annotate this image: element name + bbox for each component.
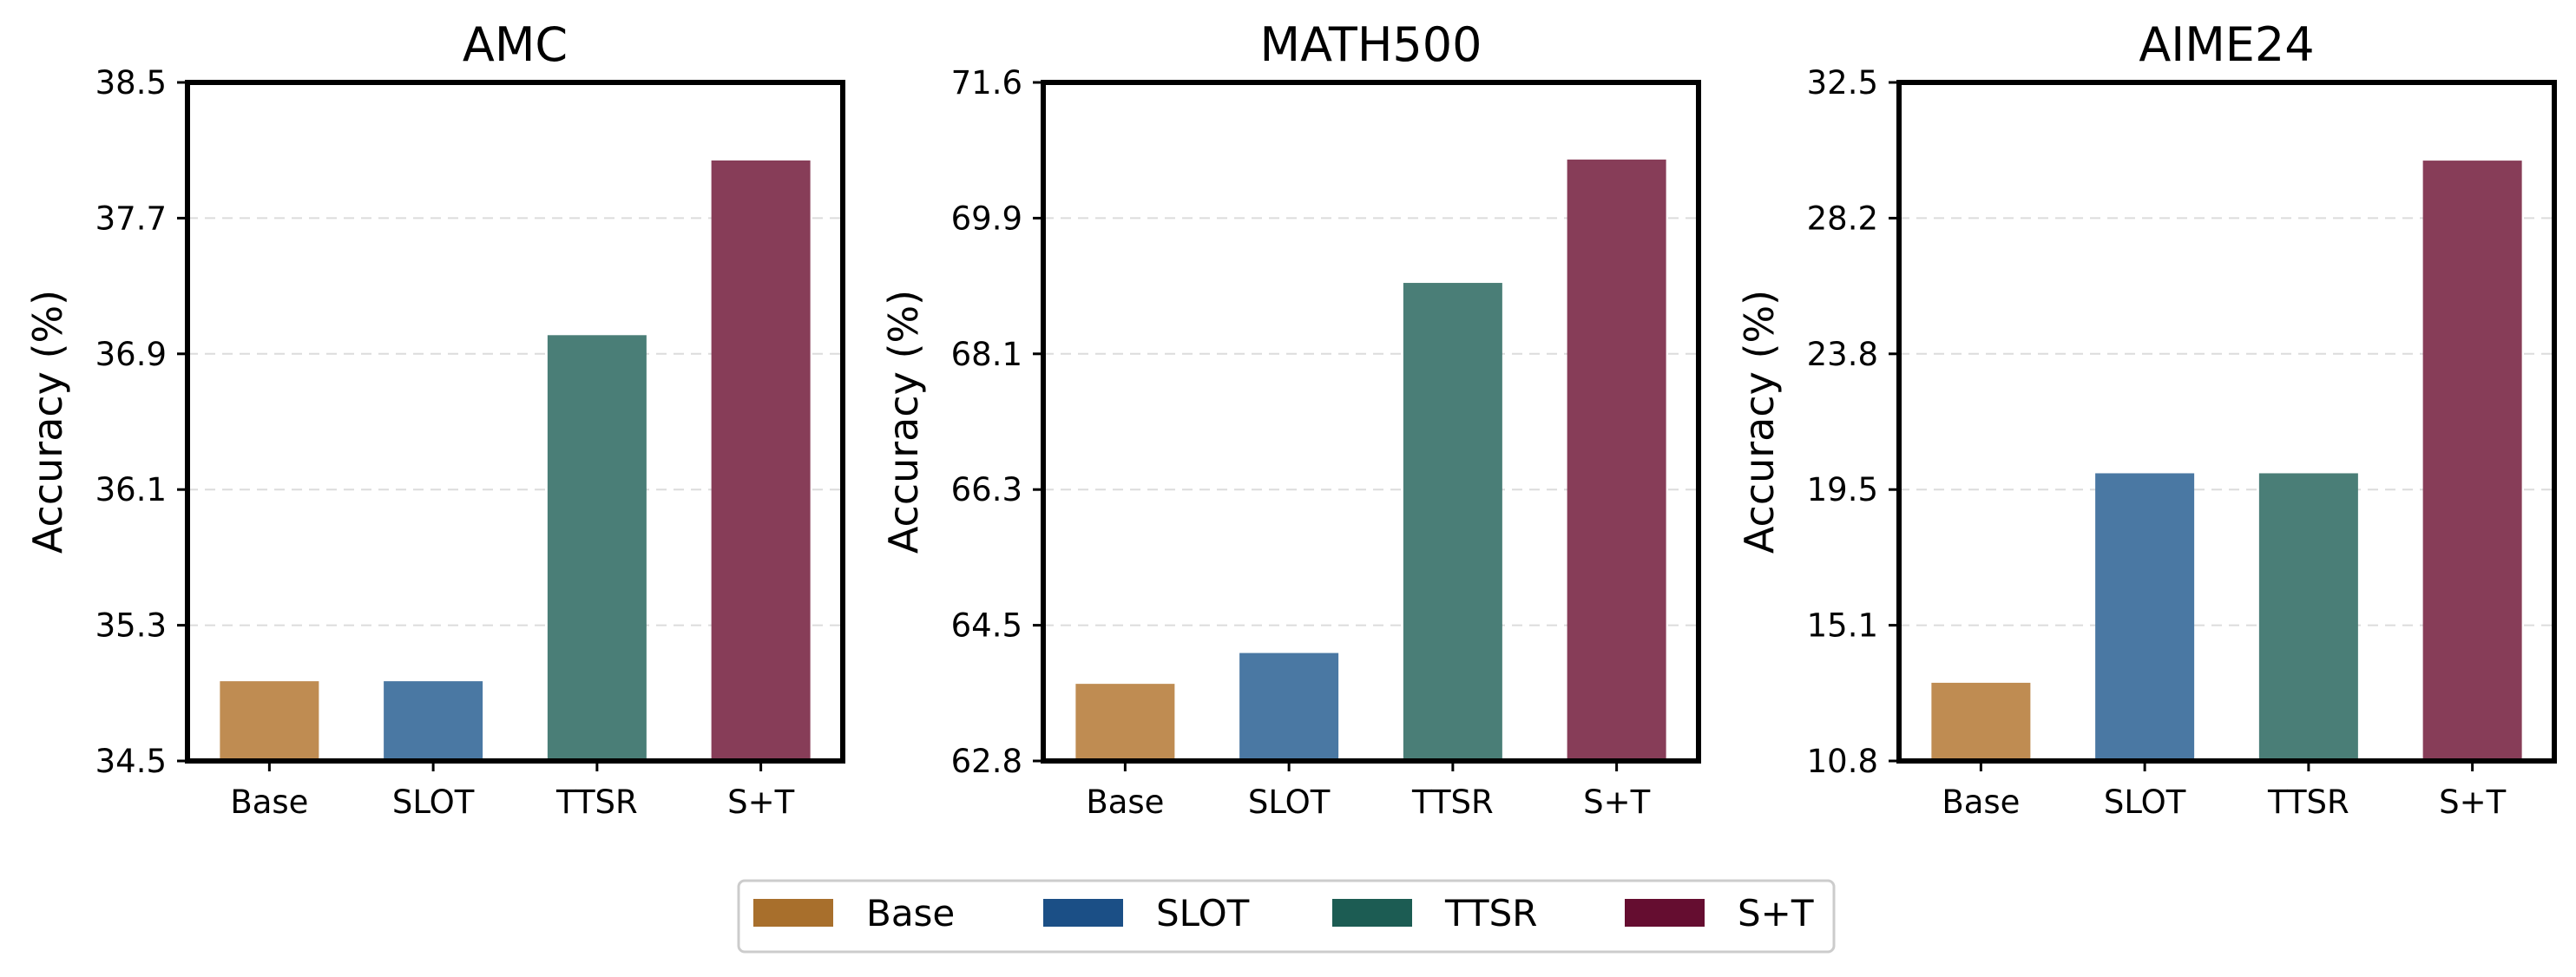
bar-base xyxy=(220,681,319,761)
y-tick-label: 66.3 xyxy=(951,471,1022,508)
x-tick-label: SLOT xyxy=(2104,784,2186,821)
y-tick-label: 23.8 xyxy=(1807,336,1878,373)
axes-frame xyxy=(1896,80,2557,764)
x-tick-label: Base xyxy=(1086,784,1164,821)
y-tick-label: 38.5 xyxy=(95,64,167,102)
y-axis-label: Accuracy (%) xyxy=(1736,290,1783,554)
bar-slot xyxy=(384,681,483,761)
chart-title: AMC xyxy=(463,17,568,72)
x-tick-label: Base xyxy=(230,784,308,821)
legend-label-s-t: S+T xyxy=(1738,892,1814,934)
y-tick-label: 32.5 xyxy=(1807,64,1878,102)
y-tick-label: 35.3 xyxy=(95,607,167,645)
y-axis-label: Accuracy (%) xyxy=(880,290,927,554)
y-tick-label: 36.9 xyxy=(95,336,167,373)
chart-title: AIME24 xyxy=(2139,17,2314,72)
legend-label-slot: SLOT xyxy=(1156,892,1250,934)
y-tick-label: 68.1 xyxy=(951,336,1022,373)
chart-panel-aime24: 10.8 15.1 19.5 23.8 28.2 32.5 Base SLOT TTSR S+T A… xyxy=(1736,17,2557,821)
bar-s-t xyxy=(1567,159,1666,761)
x-tick-label: TTSR xyxy=(555,784,638,821)
bar-s-t xyxy=(711,160,811,761)
legend-label-ttsr: TTSR xyxy=(1444,892,1537,934)
y-tick-label: 19.5 xyxy=(1807,471,1878,508)
bar-s-t xyxy=(2422,161,2522,761)
x-tick-label: TTSR xyxy=(1411,784,1494,821)
axes-frame xyxy=(1041,80,1701,764)
bar-ttsr xyxy=(1403,283,1502,762)
y-tick-label: 71.6 xyxy=(951,64,1022,102)
bar-slot xyxy=(2095,473,2195,761)
bar-ttsr xyxy=(2258,473,2358,761)
y-tick-label: 34.5 xyxy=(95,743,167,780)
x-tick-label: SLOT xyxy=(1248,784,1331,821)
bar-base xyxy=(1931,682,2031,761)
chart-title: MATH500 xyxy=(1260,17,1482,72)
bar-slot xyxy=(1239,652,1339,761)
axes-frame xyxy=(185,80,845,764)
chart-panel-amc: 34.5 35.3 36.1 36.9 37.7 38.5 Base SLOT TTSR S+T A… xyxy=(24,17,845,821)
y-tick-label: 69.9 xyxy=(951,200,1022,237)
x-tick-label: S+T xyxy=(2439,784,2506,821)
y-axis-label: Accuracy (%) xyxy=(24,290,71,554)
legend-box xyxy=(737,879,1836,954)
legend-swatch-ttsr xyxy=(1332,899,1412,927)
y-tick-label: 37.7 xyxy=(95,200,167,237)
x-tick-label: TTSR xyxy=(2267,784,2349,821)
bar-ttsr xyxy=(547,335,647,761)
y-tick-label: 36.1 xyxy=(95,471,167,508)
x-tick-label: S+T xyxy=(1583,784,1650,821)
y-tick-label: 28.2 xyxy=(1807,200,1878,237)
legend-swatch-s-t xyxy=(1625,899,1705,927)
legend-swatch-base xyxy=(753,899,833,927)
y-tick-label: 10.8 xyxy=(1807,743,1878,780)
bar-base xyxy=(1075,684,1175,761)
x-tick-label: S+T xyxy=(727,784,794,821)
x-tick-label: Base xyxy=(1942,784,2020,821)
legend-swatch-slot xyxy=(1043,899,1123,927)
y-tick-label: 62.8 xyxy=(951,743,1022,780)
y-tick-label: 64.5 xyxy=(951,607,1022,645)
legend: Base SLOT TTSR S+T xyxy=(737,879,1836,954)
y-tick-label: 15.1 xyxy=(1807,607,1878,645)
legend-label-base: Base xyxy=(866,892,955,934)
chart-panel-math500: 62.8 64.5 66.3 68.1 69.9 71.6 Base SLOT TTSR S+T M… xyxy=(880,17,1701,821)
x-tick-label: SLOT xyxy=(392,784,475,821)
